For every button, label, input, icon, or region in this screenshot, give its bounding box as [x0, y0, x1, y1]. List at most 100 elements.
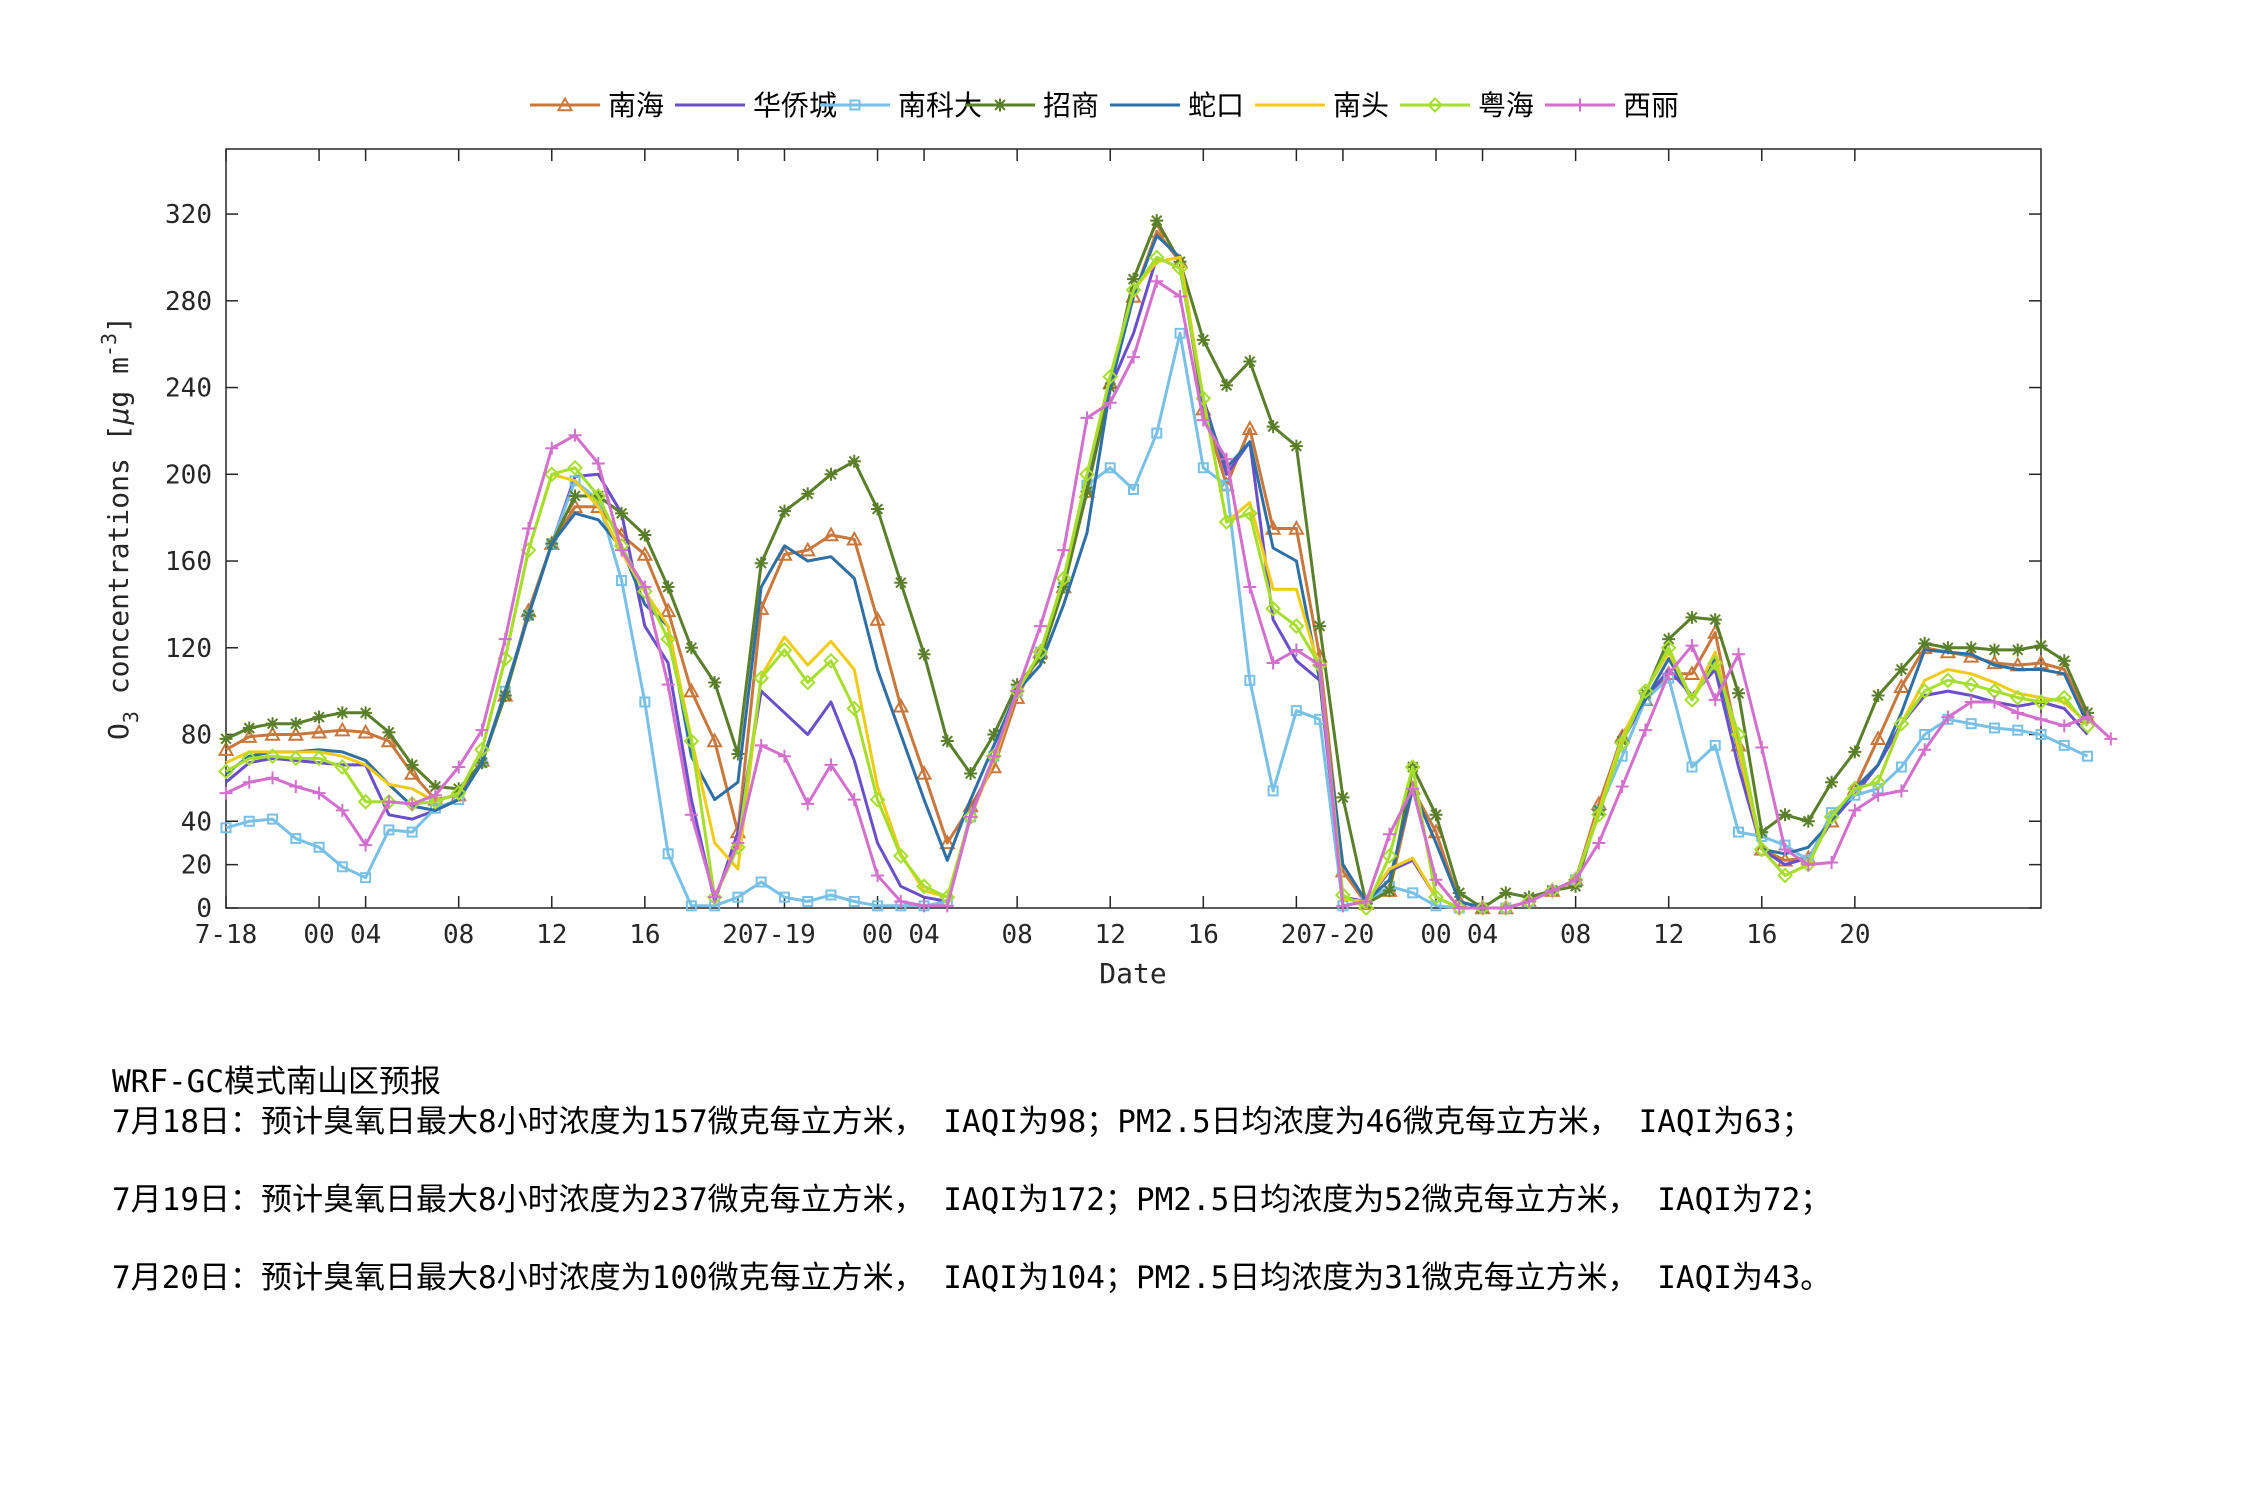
data-point — [616, 575, 628, 587]
data-point — [1127, 350, 1140, 364]
data-point — [2057, 719, 2071, 733]
data-point — [1358, 900, 1375, 916]
y-tick-label: 120 — [165, 634, 212, 664]
data-point — [847, 454, 861, 468]
data-point — [660, 631, 677, 648]
forecast-notes: WRF-GC模式南山区预报 7月18日：预计臭氧日最大8小时浓度为157微克每立… — [112, 1062, 2212, 1298]
x-tick-label: 16 — [629, 920, 660, 950]
data-point — [1220, 452, 1234, 466]
data-point — [1963, 676, 1980, 693]
legend-label: 蛇口 — [1188, 89, 1244, 122]
data-point — [1313, 619, 1327, 633]
axes: 0 20 40 80 120 160 200 240 280 320 7-18 00 04 08 12 16 2… — [165, 149, 2041, 950]
data-point — [1753, 841, 1770, 858]
data-point — [915, 764, 933, 780]
legend-label: 西丽 — [1623, 89, 1679, 122]
data-point — [1848, 803, 1862, 817]
data-point — [241, 728, 258, 743]
data-point — [1406, 782, 1420, 796]
data-point — [1033, 619, 1047, 633]
data-point — [1825, 775, 1839, 789]
data-point — [312, 786, 326, 800]
data-point — [894, 894, 908, 908]
data-point — [2081, 710, 2095, 724]
legend-marker — [556, 96, 574, 112]
x-tick-label: 20 — [722, 920, 753, 950]
data-point — [405, 758, 419, 772]
data-point — [638, 528, 652, 542]
x-tick-label: 04 — [350, 920, 381, 950]
data-point — [498, 632, 512, 646]
x-tick-label: 12 — [1095, 920, 1126, 950]
data-point — [1869, 730, 1887, 746]
x-tick-label: 7-20 — [1312, 920, 1375, 950]
data-point — [1801, 814, 1815, 828]
data-point — [1079, 466, 1095, 483]
legend-marker — [1427, 97, 1443, 113]
y-tick-label: 40 — [181, 807, 212, 837]
data-point — [545, 441, 559, 455]
data-point — [380, 732, 398, 748]
legend-label: 南头 — [1333, 89, 1389, 122]
data-point — [2079, 717, 2096, 734]
data-point — [543, 466, 560, 483]
data-point — [871, 868, 885, 882]
data-point — [639, 696, 651, 708]
data-point — [1941, 710, 1955, 724]
data-point — [1987, 695, 2001, 709]
data-point — [1428, 889, 1444, 906]
y-tick-label: 240 — [165, 374, 212, 404]
data-point — [1801, 858, 1815, 872]
data-point — [778, 891, 790, 903]
data-point — [1615, 780, 1629, 794]
x-tick-label: 04 — [1467, 920, 1498, 950]
data-point — [427, 793, 444, 810]
data-point — [1125, 282, 1142, 298]
data-point — [1965, 718, 1977, 730]
legend-label: 粤海 — [1478, 89, 1534, 122]
data-point — [359, 838, 373, 852]
data-point — [1407, 887, 1419, 899]
y-tick-label: 320 — [165, 200, 212, 230]
data-point — [1707, 655, 1724, 671]
data-point — [1940, 672, 1956, 689]
data-point — [683, 682, 700, 698]
data-point — [1894, 784, 1908, 798]
y-title-unit: g m — [102, 357, 135, 408]
data-point — [1336, 899, 1350, 913]
data-point — [428, 788, 442, 802]
data-point — [2058, 739, 2070, 751]
data-point — [1919, 729, 1931, 741]
data-point — [266, 771, 280, 785]
data-point — [1871, 688, 1885, 702]
data-point — [1290, 705, 1302, 717]
data-point — [684, 808, 698, 822]
data-point — [218, 763, 234, 780]
data-point — [1778, 842, 1792, 856]
data-point — [1522, 894, 1536, 908]
data-point — [1895, 761, 1907, 773]
data-point — [357, 723, 374, 739]
data-point — [1057, 543, 1071, 557]
data-point — [267, 813, 279, 825]
data-point — [638, 580, 652, 594]
x-tick-label: 08 — [1001, 920, 1032, 950]
data-point — [683, 733, 700, 749]
data-point — [753, 670, 770, 687]
legend-label: 南海 — [608, 89, 664, 122]
data-point — [1430, 900, 1442, 912]
data-point — [987, 749, 1001, 763]
data-point — [801, 797, 815, 811]
data-point — [1686, 761, 1698, 773]
data-point — [940, 734, 954, 748]
y-title-end: ] — [102, 316, 135, 333]
data-point — [264, 748, 281, 765]
data-point — [1196, 333, 1210, 347]
data-point — [2056, 689, 2073, 706]
data-point — [1732, 686, 1745, 700]
data-point — [335, 803, 349, 817]
x-tick-label: 7-19 — [753, 920, 816, 950]
data-point — [1871, 788, 1885, 802]
data-point — [1103, 396, 1117, 410]
data-point — [1846, 780, 1863, 797]
